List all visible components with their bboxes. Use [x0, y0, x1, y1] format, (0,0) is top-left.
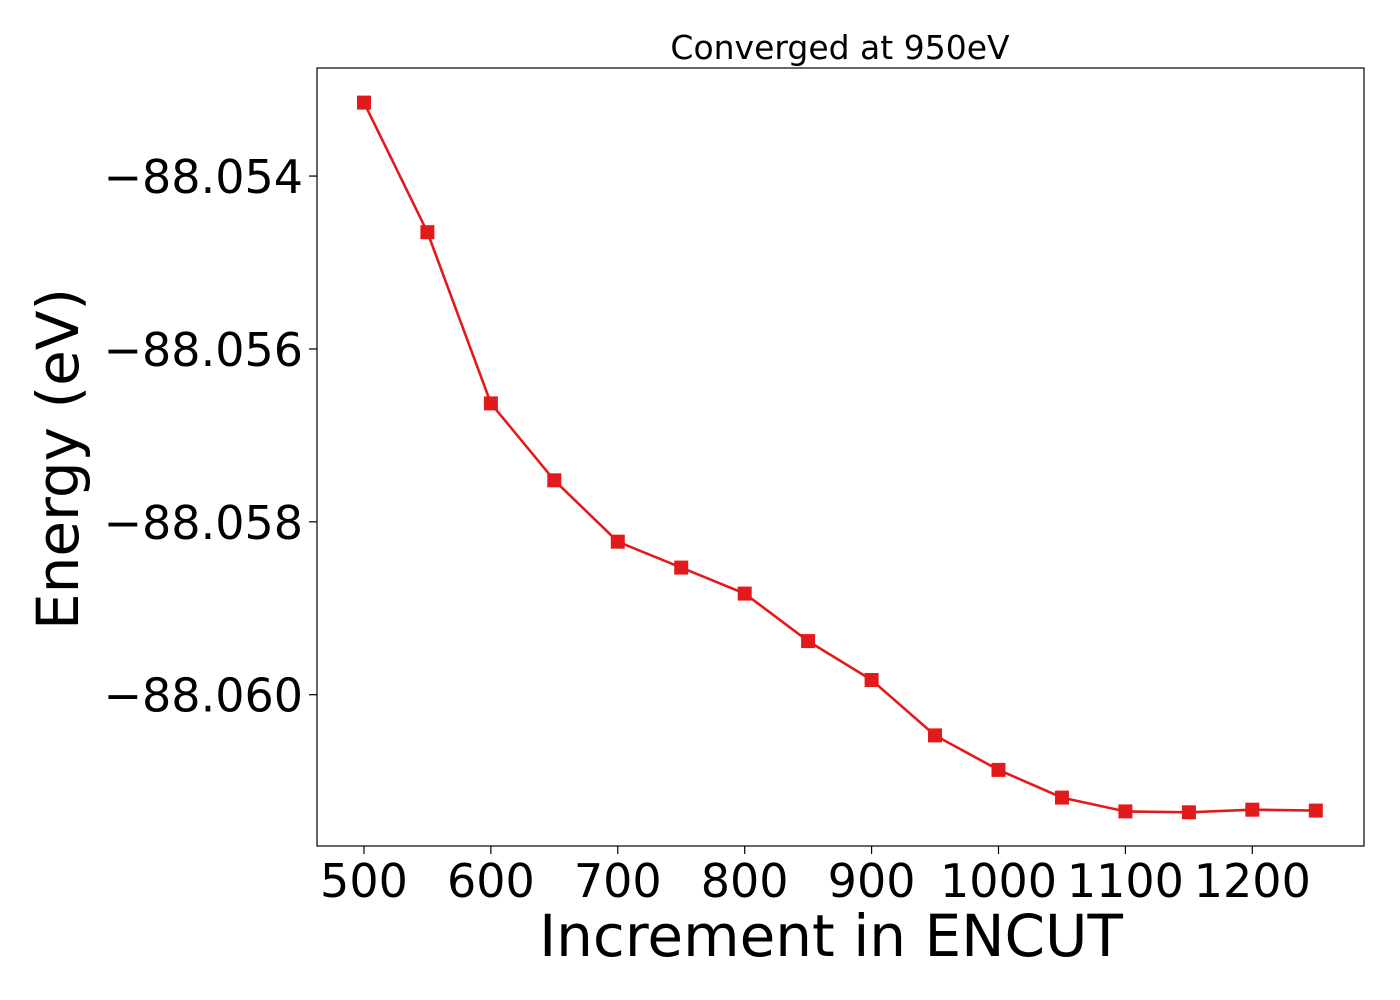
- y-tick-label: −88.060: [104, 669, 304, 723]
- y-axis-ticks: −88.054 −88.056 −88.058 −88.060: [104, 150, 317, 723]
- y-tick-label: −88.054: [104, 150, 304, 204]
- y-axis-label: Energy (eV): [24, 288, 92, 630]
- data-point-marker: [420, 225, 435, 240]
- data-point-marker: [483, 396, 498, 411]
- data-point-marker: [1118, 804, 1133, 819]
- data-point-marker: [674, 560, 689, 575]
- data-point-marker: [610, 534, 625, 549]
- data-point-marker: [1308, 803, 1323, 818]
- x-axis-ticks: 500 600 700 800 900 1000 1100 1200: [320, 846, 1311, 908]
- data-point-marker: [864, 673, 879, 687]
- y-tick-label: −88.058: [104, 496, 304, 550]
- x-tick-label: 800: [701, 854, 789, 908]
- x-tick-label: 500: [320, 854, 408, 908]
- data-point-marker: [547, 473, 562, 488]
- chart-title: Converged at 950eV: [670, 28, 1010, 67]
- x-tick-label: 1200: [1194, 854, 1311, 908]
- data-point-marker: [801, 634, 816, 649]
- x-tick-label: 1100: [1067, 854, 1184, 908]
- data-point-marker: [1181, 805, 1196, 820]
- x-axis-label: Increment in ENCUT: [539, 902, 1123, 970]
- data-point-marker: [991, 762, 1006, 777]
- data-point-marker: [357, 95, 371, 110]
- y-tick-label: −88.056: [104, 323, 304, 377]
- series-markers: [357, 95, 1323, 820]
- plot-area: [316, 67, 1365, 847]
- series-group: [357, 95, 1323, 820]
- data-point-marker: [737, 586, 752, 601]
- data-point-marker: [1245, 802, 1260, 817]
- data-point-marker: [928, 728, 942, 743]
- x-tick-label: 600: [447, 854, 535, 908]
- x-tick-label: 1000: [940, 854, 1057, 908]
- plot-frame: [316, 67, 1365, 847]
- x-tick-label: 700: [574, 854, 662, 908]
- x-tick-label: 900: [828, 854, 916, 908]
- series-line: [362, 102, 1316, 814]
- data-point-marker: [1055, 790, 1069, 805]
